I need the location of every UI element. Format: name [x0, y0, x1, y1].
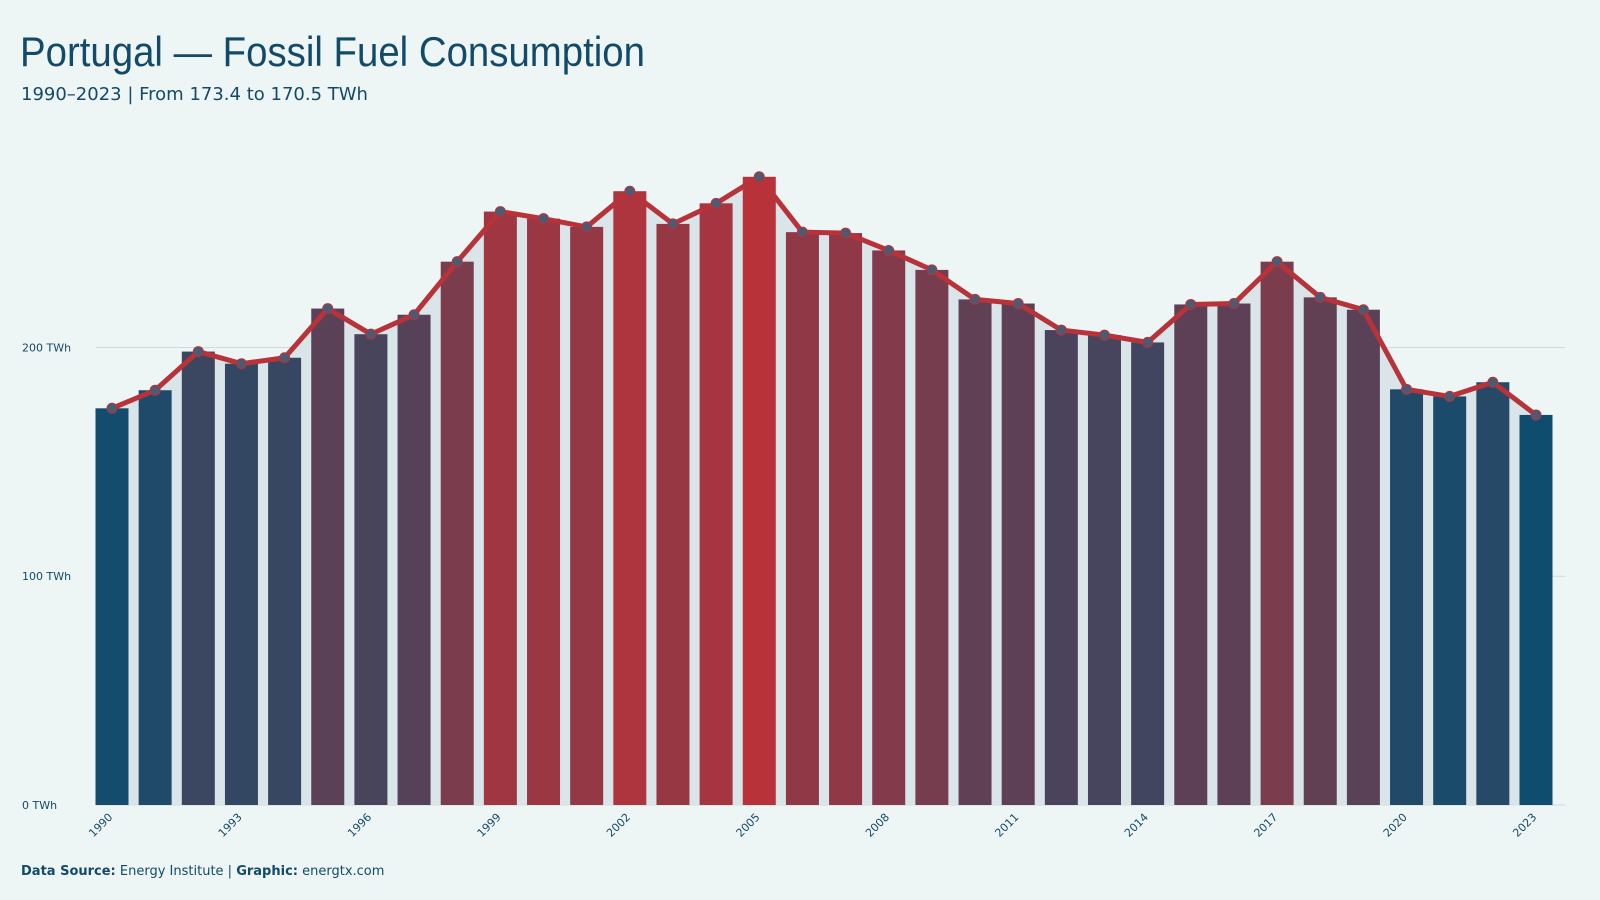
marker: [538, 213, 550, 225]
footer-graphic-label: Graphic:: [236, 864, 298, 879]
bar: [1131, 342, 1165, 805]
bar: [483, 211, 517, 805]
marker: [494, 206, 506, 218]
marker: [796, 226, 808, 238]
x-tick-label: 2014: [1122, 811, 1151, 840]
marker: [1185, 298, 1197, 310]
marker: [1487, 376, 1499, 388]
marker: [1142, 336, 1154, 348]
bar: [1174, 304, 1208, 805]
marker: [451, 256, 463, 268]
marker: [1530, 409, 1542, 421]
bar: [742, 176, 776, 805]
bar: [1044, 330, 1078, 805]
bar: [1519, 414, 1553, 805]
bar: [138, 390, 172, 805]
footer-source-label: Data Source:: [21, 864, 116, 879]
bar: [224, 363, 258, 805]
bar: [1346, 309, 1380, 805]
x-tick-label: 2008: [863, 811, 892, 840]
y-tick-label: 100 TWh: [22, 570, 71, 583]
marker: [840, 227, 852, 239]
bar: [872, 250, 906, 805]
x-tick-label: 2005: [734, 811, 763, 840]
x-tick-label: 1993: [216, 811, 245, 840]
line: [111, 174, 1538, 417]
x-tick-label: 2011: [992, 811, 1021, 840]
marker: [581, 221, 593, 233]
x-tick-label: 2023: [1510, 811, 1539, 840]
x-tick-label: 2017: [1251, 811, 1280, 840]
x-tick-label: 1999: [475, 811, 504, 840]
marker: [1357, 304, 1369, 316]
bar: [1217, 303, 1251, 805]
bar: [1087, 335, 1121, 805]
marker: [106, 402, 118, 414]
marker: [1271, 256, 1283, 268]
footer: Data Source: Energy Institute | Graphic:…: [21, 864, 384, 879]
marker: [926, 264, 938, 276]
marker: [710, 197, 722, 209]
y-tick-label: 0 TWh: [22, 799, 57, 812]
bar: [1476, 382, 1510, 805]
bar: [829, 233, 863, 805]
marker: [1401, 383, 1413, 395]
bar: [699, 203, 733, 805]
bar: [958, 299, 992, 805]
marker: [1098, 329, 1110, 341]
marker: [969, 293, 981, 305]
bar: [397, 314, 431, 805]
footer-graphic: energtx.com: [302, 864, 384, 879]
bar: [785, 232, 819, 805]
marker: [1314, 291, 1326, 303]
bar: [95, 408, 129, 805]
bar: [1303, 297, 1337, 805]
marker: [667, 218, 679, 230]
marker: [149, 384, 161, 396]
bar: [1260, 261, 1294, 806]
x-tick-label: 1990: [86, 811, 115, 840]
marker: [365, 328, 377, 340]
bar: [354, 334, 388, 805]
x-tick-label: 1996: [345, 811, 374, 840]
marker: [624, 185, 636, 197]
bar: [1390, 389, 1424, 805]
chart-title: Portugal — Fossil Fuel Consumption: [20, 28, 645, 75]
marker: [322, 303, 334, 315]
marker: [235, 358, 247, 370]
bar: [440, 261, 474, 806]
marker: [1012, 298, 1024, 310]
bar: [311, 308, 345, 805]
bar: [915, 269, 949, 805]
bar: [570, 226, 604, 806]
marker: [753, 171, 765, 183]
bar: [613, 191, 647, 806]
bar: [1433, 396, 1467, 805]
x-tick-label: 2002: [604, 811, 633, 840]
marker: [408, 309, 420, 321]
chart-subtitle: 1990–2023 | From 173.4 to 170.5 TWh: [21, 84, 368, 105]
bar: [656, 223, 690, 805]
marker: [1444, 390, 1456, 402]
marker: [1055, 324, 1067, 336]
bar: [1001, 303, 1035, 805]
bar: [268, 357, 302, 805]
marker: [279, 352, 291, 364]
bar: [527, 218, 561, 806]
marker: [192, 346, 204, 358]
marker: [883, 244, 895, 256]
bar: [181, 351, 215, 805]
y-tick-label: 200 TWh: [22, 341, 71, 354]
marker: [1228, 298, 1240, 310]
footer-source: Energy Institute |: [120, 864, 232, 879]
x-tick-label: 2020: [1381, 811, 1410, 840]
